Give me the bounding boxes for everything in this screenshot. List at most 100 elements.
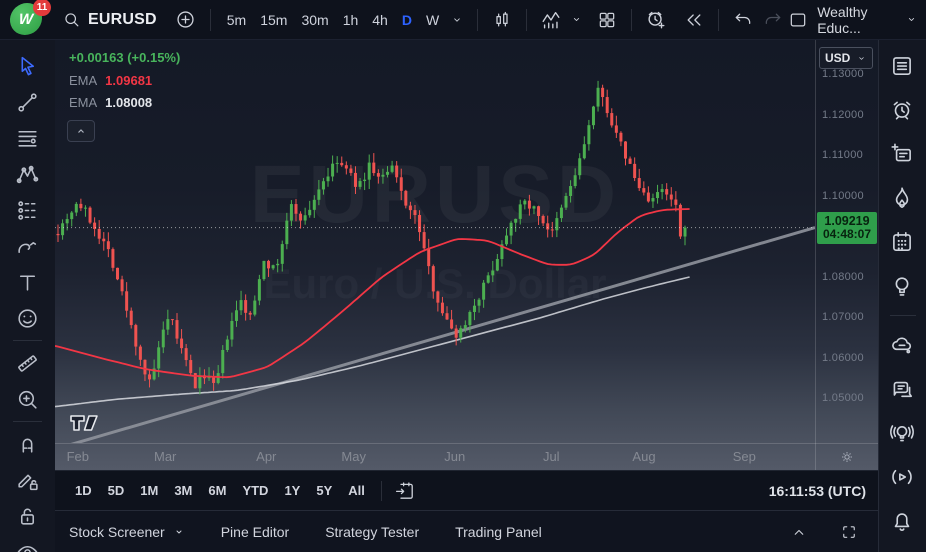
go-to-date-button[interactable]: [390, 476, 420, 506]
tool-text[interactable]: [0, 264, 55, 300]
tool-trend-line[interactable]: [0, 84, 55, 120]
chart-style-button[interactable]: [487, 5, 517, 35]
compare-add-button[interactable]: [171, 5, 201, 35]
fullscreen-icon[interactable]: [834, 517, 864, 547]
indicator-row-ema-slow[interactable]: EMA1.08008: [69, 95, 180, 110]
indicators-menu-chevron[interactable]: [566, 5, 586, 35]
range-6m[interactable]: 6M: [200, 483, 234, 498]
widget-sidebar: [878, 40, 926, 552]
account-menu[interactable]: Wealthy Educ...: [788, 4, 918, 36]
time-axis[interactable]: FebMarAprMayJunJulAugSep: [55, 444, 815, 470]
bar-replay-button[interactable]: [679, 5, 709, 35]
tool-ruler[interactable]: [0, 345, 55, 381]
panel-expand-chevron[interactable]: [784, 517, 814, 547]
sidebar-live-icon[interactable]: [879, 411, 925, 455]
currency-selector[interactable]: USD: [819, 47, 873, 69]
symbol-search[interactable]: EURUSD: [62, 10, 157, 29]
range-5y[interactable]: 5Y: [308, 483, 340, 498]
session-clock[interactable]: 16:11:53 (UTC): [769, 483, 866, 499]
range-5d[interactable]: 5D: [100, 483, 133, 498]
indicators-button[interactable]: [536, 5, 566, 35]
range-3m[interactable]: 3M: [166, 483, 200, 498]
notification-count-badge: 11: [33, 0, 51, 16]
range-1y[interactable]: 1Y: [276, 483, 308, 498]
tradingview-app: W 11 EURUSD 5m15m30m1h4hDW: [0, 0, 926, 552]
sidebar-alerts-icon[interactable]: [879, 88, 925, 132]
tab-pine-editor[interactable]: Pine Editor: [221, 524, 289, 540]
separator: [526, 9, 527, 31]
separator: [477, 9, 478, 31]
tool-brush[interactable]: [0, 228, 55, 264]
separator: [718, 9, 719, 31]
tradingview-logo[interactable]: [69, 412, 103, 433]
range-all[interactable]: All: [340, 483, 373, 498]
price-tick: 1.12000: [822, 109, 864, 121]
sidebar-hotlists-icon[interactable]: [879, 176, 925, 220]
time-axis-label: Feb: [67, 449, 89, 464]
tab-strategy-tester[interactable]: Strategy Tester: [325, 524, 419, 540]
price-tick: 1.10000: [822, 190, 864, 202]
timeframe-5m[interactable]: 5m: [220, 12, 253, 28]
top-toolbar: W 11 EURUSD 5m15m30m1h4hDW: [0, 0, 926, 40]
separator: [381, 481, 382, 501]
sidebar-watchlist-icon[interactable]: [879, 44, 925, 88]
tool-cursor[interactable]: [0, 48, 55, 84]
timeframe-30m[interactable]: 30m: [294, 12, 335, 28]
tool-eye[interactable]: [0, 534, 55, 552]
layout-square-icon: [788, 10, 808, 30]
tool-lock-open[interactable]: [0, 498, 55, 534]
price-tick: 1.13000: [822, 68, 864, 80]
tool-forecast[interactable]: [0, 192, 55, 228]
sidebar-calendar-icon[interactable]: [879, 220, 925, 264]
ema-slow-line[interactable]: [55, 277, 690, 407]
account-name: Wealthy Educ...: [817, 4, 896, 36]
range-1d[interactable]: 1D: [67, 483, 100, 498]
chart-pane[interactable]: EURUSD Euro / U.S. Dollar +0.00163 (+0.1…: [55, 40, 815, 443]
undo-button[interactable]: [728, 5, 758, 35]
tool-drawing-lock[interactable]: [0, 462, 55, 498]
panel-tabs: Stock Screener Pine Editor Strategy Tester…: [69, 524, 578, 540]
separator: [210, 9, 211, 31]
redo-button[interactable]: [758, 5, 788, 35]
time-axis-label: Sep: [733, 449, 756, 464]
tool-zoom-in[interactable]: [0, 381, 55, 417]
tab-trading-panel[interactable]: Trading Panel: [455, 524, 542, 540]
tool-fib-retracement[interactable]: [0, 120, 55, 156]
chevron-down-icon: [905, 13, 918, 26]
app-logo[interactable]: W 11: [10, 3, 44, 37]
legend-collapse-button[interactable]: [67, 120, 95, 142]
sidebar-streams-icon[interactable]: [879, 455, 925, 499]
timeframe-15m[interactable]: 15m: [253, 12, 294, 28]
candles-up: [61, 81, 686, 395]
range-ytd[interactable]: YTD: [234, 483, 276, 498]
sidebar-notifications-icon[interactable]: [879, 499, 925, 543]
bar-countdown: 04:48:07: [823, 228, 871, 242]
sidebar-minds-icon[interactable]: [879, 323, 925, 367]
timeframe-W[interactable]: W: [419, 12, 446, 28]
timeframe-1h[interactable]: 1h: [336, 12, 366, 28]
symbol-name: EURUSD: [88, 11, 157, 29]
price-axis[interactable]: 1.130001.120001.110001.100001.080001.070…: [816, 40, 878, 443]
sidebar-chat-icon[interactable]: [879, 367, 925, 411]
range-1m[interactable]: 1M: [132, 483, 166, 498]
tab-stock-screener[interactable]: Stock Screener: [69, 524, 185, 540]
sidebar-ideas-icon[interactable]: [879, 264, 925, 308]
search-icon: [62, 10, 81, 29]
time-axis-label: Jul: [543, 449, 560, 464]
layout-grid-button[interactable]: [592, 5, 622, 35]
create-alert-button[interactable]: [641, 5, 671, 35]
price-tick: 1.05000: [822, 392, 864, 404]
trend-line[interactable]: [55, 228, 815, 443]
timeframe-menu-chevron[interactable]: [446, 5, 468, 35]
axis-settings-gear-icon[interactable]: [816, 443, 878, 470]
time-axis-label: May: [341, 449, 366, 464]
indicator-row-ema-fast[interactable]: EMA1.09681: [69, 73, 180, 88]
tool-magnet[interactable]: [0, 426, 55, 462]
chart-legend: +0.00163 (+0.15%) EMA1.09681 EMA1.08008: [69, 50, 180, 117]
sidebar-supercharts-icon[interactable]: [879, 132, 925, 176]
tool-xabcd-pattern[interactable]: [0, 156, 55, 192]
time-axis-label: Apr: [256, 449, 276, 464]
timeframe-4h[interactable]: 4h: [365, 12, 395, 28]
tool-emoji[interactable]: [0, 300, 55, 336]
timeframe-D[interactable]: D: [395, 12, 419, 28]
